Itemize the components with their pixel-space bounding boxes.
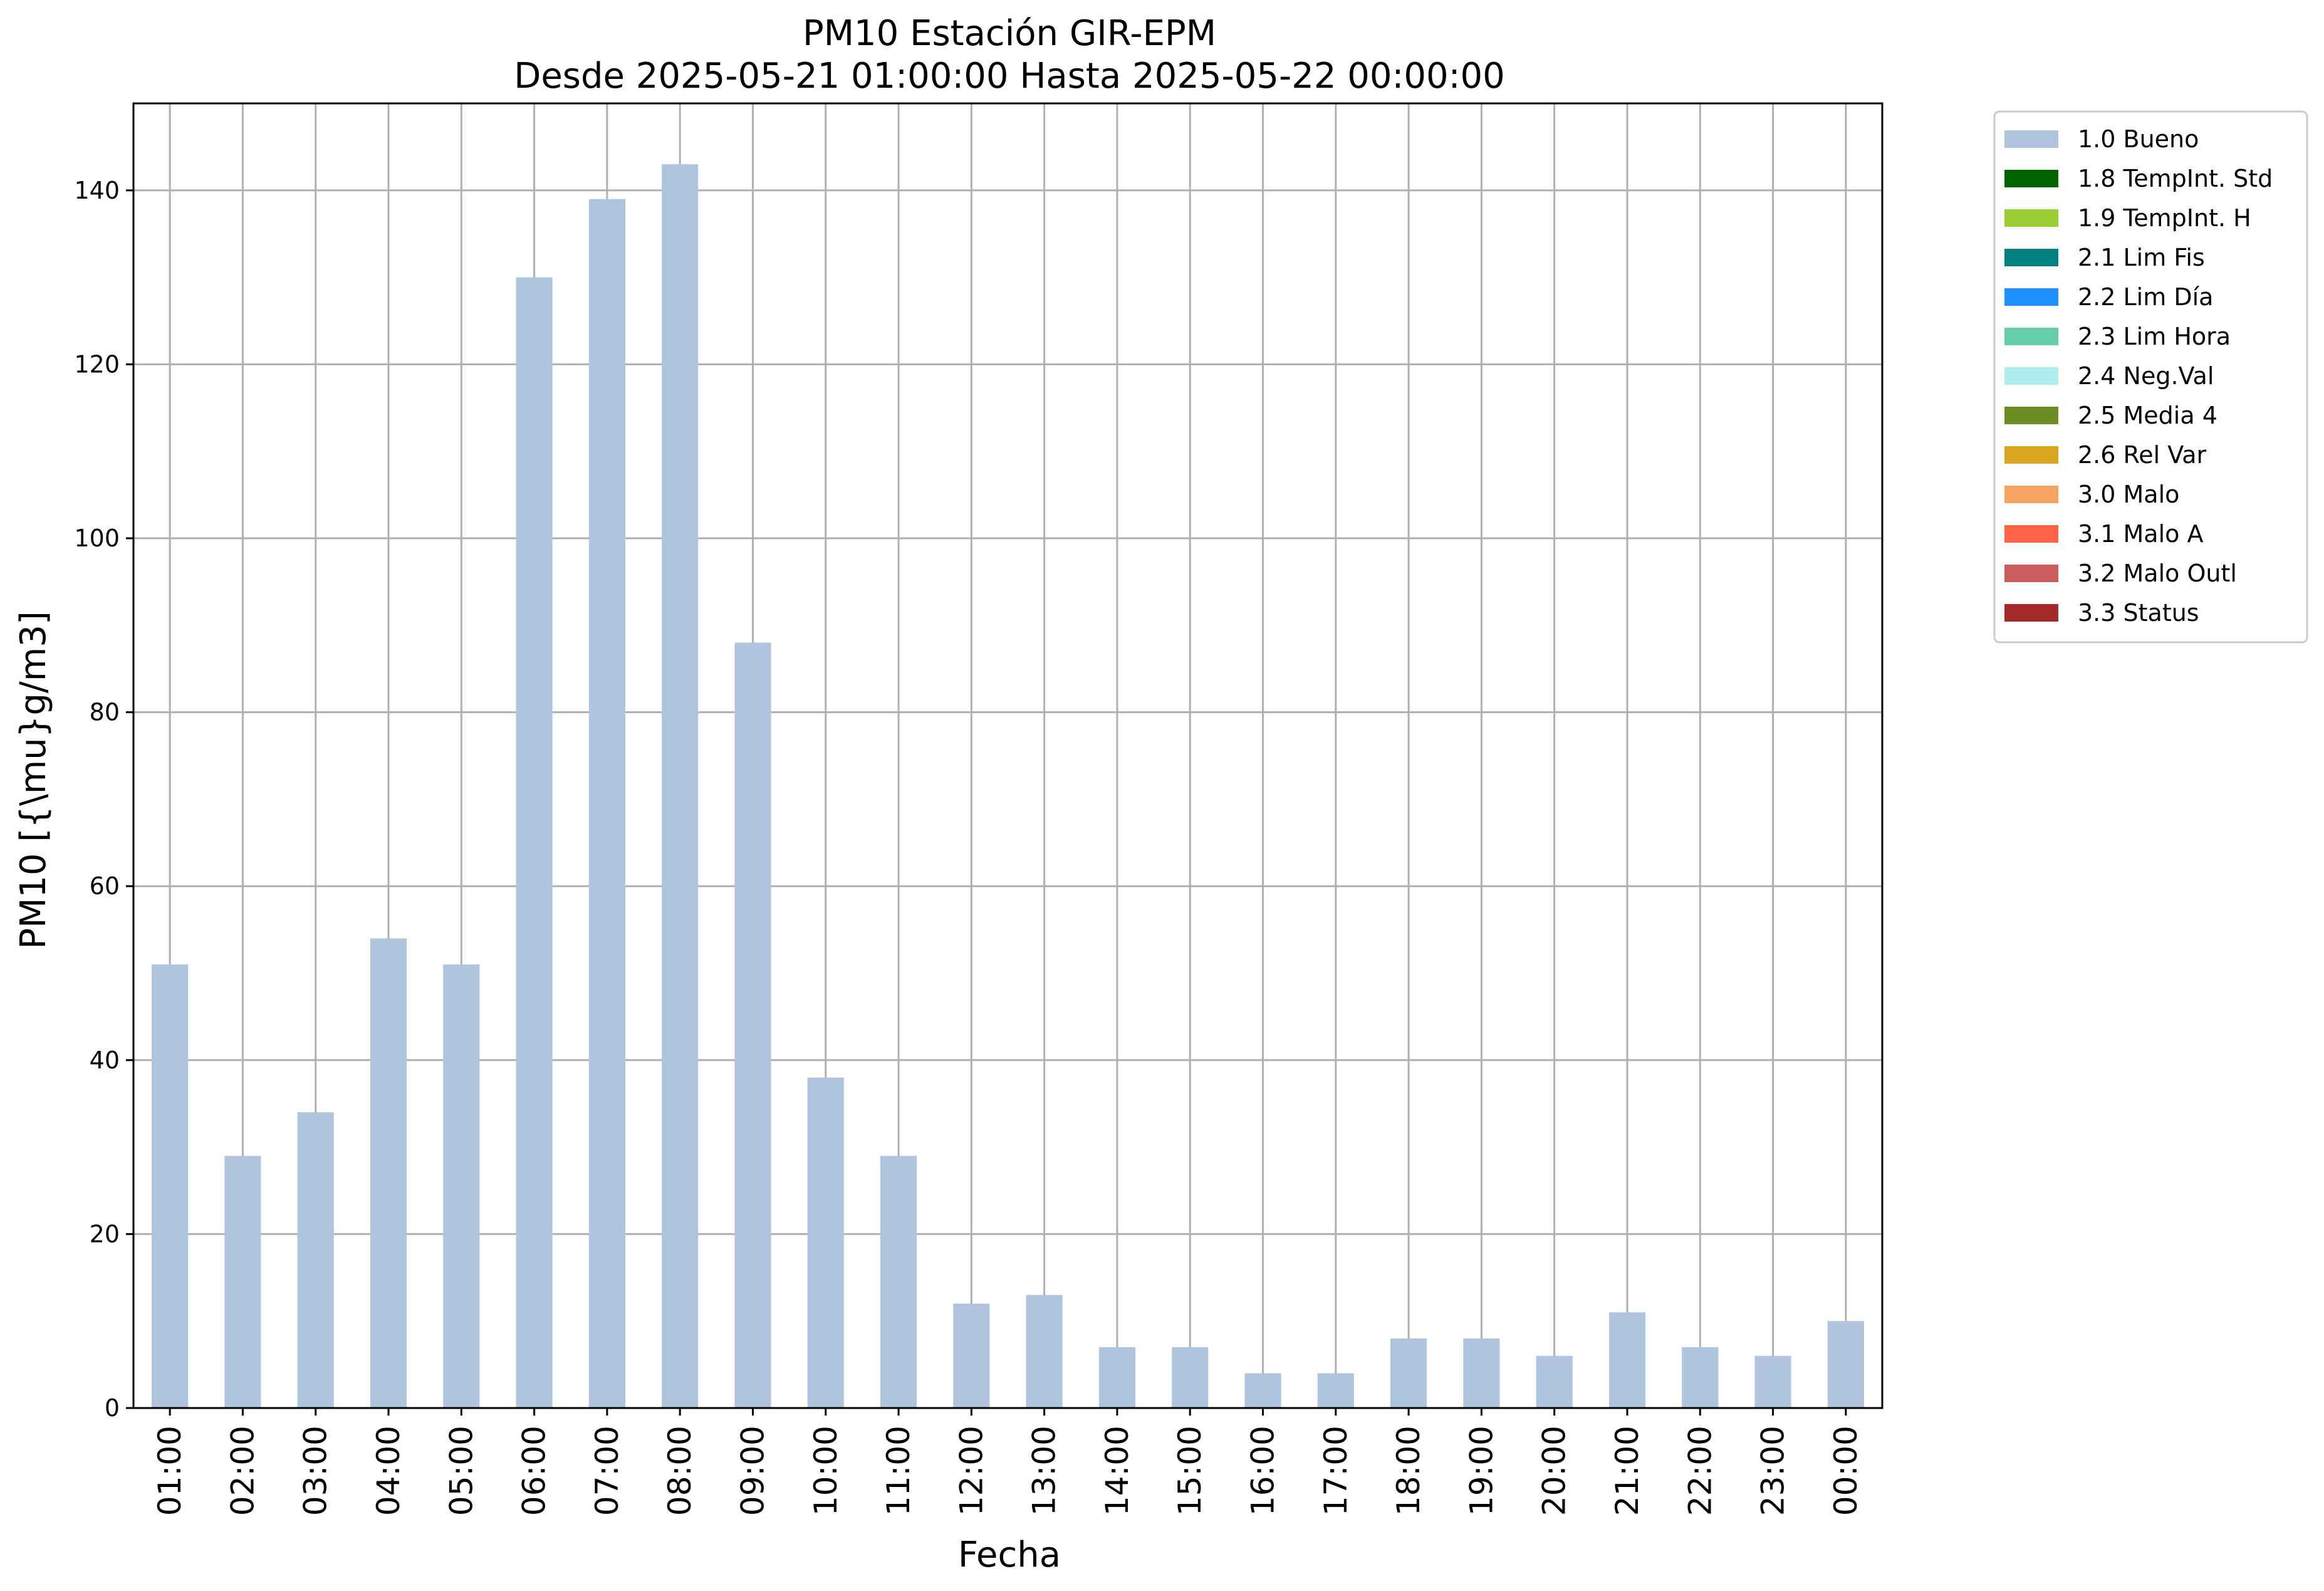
legend-swatch [2004, 565, 2058, 582]
bar [443, 964, 480, 1408]
legend-label: 2.5 Media 4 [2078, 402, 2217, 429]
bar [734, 642, 771, 1408]
legend-label: 1.9 TempInt. H [2078, 204, 2251, 232]
bar [1098, 1347, 1136, 1408]
x-tick-label: 01:00 [152, 1426, 188, 1516]
legend-label: 3.3 Status [2078, 599, 2199, 627]
x-axis-label: Fecha [958, 1535, 1061, 1575]
legend-label: 2.2 Lim Día [2078, 283, 2213, 311]
legend-label: 2.4 Neg.Val [2078, 362, 2214, 390]
plot-frame [132, 102, 1884, 1409]
bar [297, 1112, 334, 1408]
bar [1608, 1312, 1646, 1408]
bar [1172, 1347, 1209, 1408]
x-tick-label: 04:00 [370, 1426, 407, 1516]
y-tick-label: 60 [90, 872, 120, 900]
bar [152, 964, 189, 1408]
y-axis-label: PM10 [{\mu}g/m3] [13, 611, 54, 949]
x-tick-label: 02:00 [224, 1426, 261, 1516]
bar [1682, 1347, 1719, 1408]
legend-frame [1993, 110, 2308, 644]
x-tick-label: 19:00 [1463, 1426, 1499, 1516]
y-tick-label: 20 [90, 1220, 120, 1248]
legend-swatch [2004, 130, 2058, 148]
y-tick-label: 0 [105, 1394, 120, 1422]
bar [1754, 1355, 1791, 1408]
bar [370, 938, 407, 1408]
legend-swatch [2004, 328, 2058, 345]
bar [1026, 1295, 1063, 1408]
x-tick-label: 07:00 [589, 1426, 625, 1516]
x-tick-label: 12:00 [953, 1426, 989, 1516]
legend-label: 2.3 Lim Hora [2078, 323, 2231, 350]
legend-label: 1.0 Bueno [2078, 125, 2199, 153]
legend-label: 3.2 Malo Outl [2078, 560, 2237, 587]
chart-subtitle: Desde 2025-05-21 01:00:00 Hasta 2025-05-… [514, 56, 1505, 97]
x-tick-label: 22:00 [1682, 1426, 1718, 1516]
legend-label: 3.1 Malo A [2078, 520, 2203, 548]
legend-swatch [2004, 288, 2058, 306]
x-tick-label: 03:00 [298, 1426, 334, 1516]
bar [588, 199, 625, 1409]
legend-swatch [2004, 446, 2058, 464]
legend: 1.0 Bueno 1.8 TempInt. Std 1.9 TempInt. H 2… [1993, 110, 2308, 644]
x-tick-label: 23:00 [1755, 1426, 1791, 1516]
legend-swatch [2004, 407, 2058, 424]
legend-swatch [2004, 249, 2058, 266]
x-tick-label: 00:00 [1828, 1426, 1864, 1516]
x-tick-label: 09:00 [734, 1426, 771, 1516]
x-tick-label: 21:00 [1609, 1426, 1645, 1516]
x-tick-label: 17:00 [1318, 1426, 1354, 1516]
x-tick-label: 06:00 [516, 1426, 553, 1516]
bar [1244, 1373, 1281, 1408]
bar [662, 164, 699, 1408]
bars [152, 164, 1864, 1409]
bar [1827, 1321, 1864, 1408]
x-tick-label: 15:00 [1172, 1426, 1208, 1516]
y-tick-label: 140 [74, 177, 120, 204]
legend-swatch [2004, 209, 2058, 227]
x-tick-label: 16:00 [1245, 1426, 1281, 1516]
x-tick-label: 18:00 [1390, 1426, 1427, 1516]
bar [1536, 1355, 1573, 1408]
x-tick-label: 05:00 [443, 1426, 479, 1516]
bar [880, 1155, 917, 1408]
x-axis-ticks: 01:00 02:00 03:00 04:00 05:00 06:00 07:00 08:00… [152, 1408, 1864, 1516]
legend-swatch [2004, 604, 2058, 622]
x-tick-label: 08:00 [662, 1426, 698, 1516]
chart-title: PM10 Estación GIR-EPM [803, 13, 1216, 54]
bar [516, 277, 553, 1409]
bar [807, 1077, 844, 1408]
bar [224, 1155, 261, 1408]
legend-label: 3.0 Malo [2078, 481, 2179, 508]
legend-label: 1.8 TempInt. Std [2078, 165, 2273, 192]
x-tick-label: 13:00 [1026, 1426, 1063, 1516]
y-tick-label: 120 [74, 350, 120, 378]
legend-swatch [2004, 525, 2058, 543]
legend-swatch [2004, 170, 2058, 187]
bar [953, 1303, 990, 1408]
legend-label: 2.6 Rel Var [2078, 441, 2207, 469]
x-tick-label: 11:00 [880, 1426, 917, 1516]
bar [1317, 1373, 1354, 1408]
bar [1390, 1338, 1427, 1408]
y-tick-label: 80 [90, 699, 120, 726]
x-tick-label: 10:00 [808, 1426, 844, 1516]
y-tick-label: 100 [74, 524, 120, 552]
x-tick-label: 20:00 [1536, 1426, 1573, 1516]
y-axis-ticks: 0 20 40 60 80 100 120 140 [74, 177, 133, 1422]
x-tick-label: 14:00 [1099, 1426, 1135, 1516]
bar [1463, 1338, 1500, 1408]
y-tick-label: 40 [90, 1046, 120, 1074]
legend-swatch [2004, 367, 2058, 385]
legend-swatch [2004, 486, 2058, 503]
legend-label: 2.1 Lim Fis [2078, 244, 2205, 271]
